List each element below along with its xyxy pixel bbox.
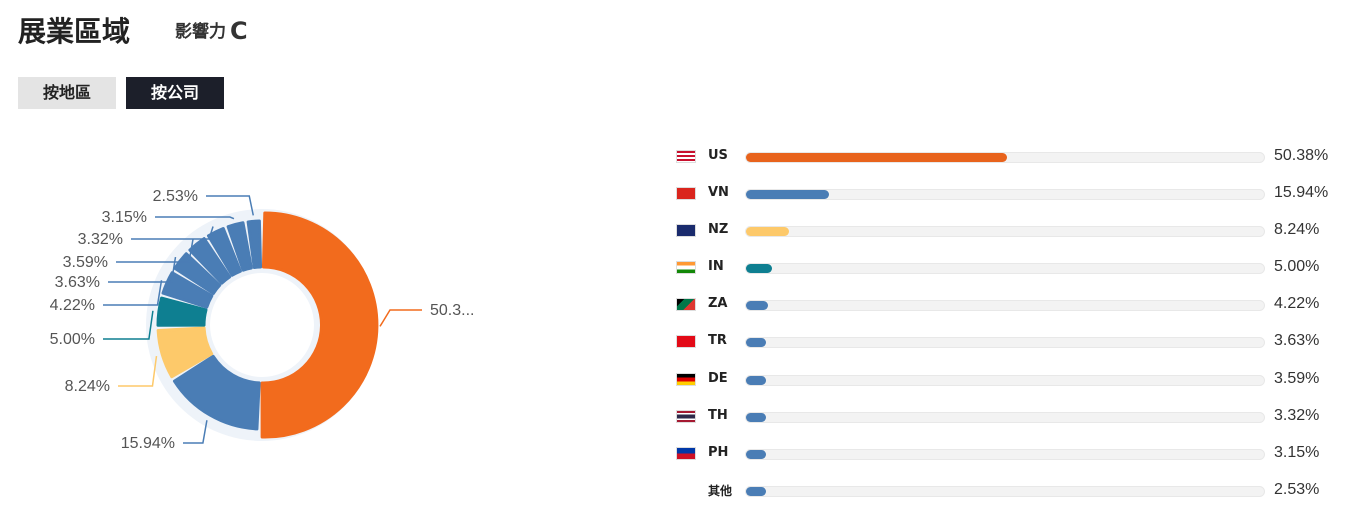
tab-by-region[interactable]: 按地區: [18, 77, 116, 109]
slice-label: 15.94%: [121, 435, 175, 452]
progress-fill: [746, 153, 1007, 162]
slice-label: 2.53%: [153, 188, 198, 205]
country-row-DE: DE 3.59%: [672, 370, 1352, 390]
country-row-NZ: NZ 8.24%: [672, 221, 1352, 241]
influence-grade: C: [230, 17, 248, 45]
donut-chart: 50.3... 15.94% 8.24% 5.00% 4.22% 3.63% 3.59% 3.…: [50, 188, 475, 452]
leader-line: [206, 195, 255, 216]
flag-za-icon: [676, 298, 696, 311]
flag-in-icon: [676, 261, 696, 274]
slice-label: 50.3...: [430, 302, 474, 319]
flag-vn-icon: [676, 187, 696, 200]
country-row-TH: TH 3.32%: [672, 407, 1352, 427]
country-code: ZA: [708, 296, 728, 311]
slice-label: 3.63%: [55, 274, 100, 291]
flag-th-icon: [676, 410, 696, 423]
donut-slice-US[interactable]: [260, 211, 379, 439]
donut-hole: [210, 273, 314, 377]
donut-slice-VN[interactable]: [172, 354, 261, 431]
donut-slice-TH[interactable]: [206, 226, 242, 277]
country-percent: 3.15%: [1274, 444, 1320, 461]
country-percent: 3.32%: [1274, 407, 1320, 424]
flag-de-icon: [676, 373, 696, 386]
donut-slice-PH[interactable]: [226, 221, 253, 272]
country-percent: 2.53%: [1274, 481, 1320, 498]
progress-track: [745, 263, 1265, 274]
country-percent: 4.22%: [1274, 295, 1320, 312]
donut-slice-IN[interactable]: [156, 296, 208, 327]
progress-track: [745, 152, 1265, 163]
donut-slice-NZ[interactable]: [156, 326, 214, 379]
page-title: 展業區域: [18, 15, 131, 48]
slice-label: 3.59%: [63, 254, 108, 271]
leader-line: [118, 355, 158, 387]
country-code: 其他: [708, 484, 733, 498]
country-percent: 3.63%: [1274, 332, 1320, 349]
country-row-IN: IN 5.00%: [672, 258, 1352, 278]
slice-label: 3.32%: [78, 231, 123, 248]
country-row-其他: 其他 2.53%: [672, 481, 1352, 501]
country-code: NZ: [708, 222, 729, 237]
donut-slice-其他[interactable]: [246, 219, 263, 270]
leader-line: [116, 239, 194, 263]
country-row-ZA: ZA 4.22%: [672, 295, 1352, 315]
influence-rating: 影響力 C: [175, 17, 248, 45]
country-code: US: [708, 148, 728, 163]
country-code: VN: [708, 185, 729, 200]
tab-by-company[interactable]: 按公司: [126, 77, 224, 109]
progress-track: [745, 486, 1265, 497]
progress-track: [745, 375, 1265, 386]
progress-fill: [746, 338, 766, 347]
slice-label: 8.24%: [65, 378, 110, 395]
progress-fill: [746, 376, 766, 385]
leader-line: [103, 280, 163, 306]
progress-fill: [746, 301, 768, 310]
country-row-VN: VN 15.94%: [672, 184, 1352, 204]
slice-label: 3.15%: [102, 209, 147, 226]
progress-fill: [746, 413, 766, 422]
progress-fill: [746, 264, 772, 273]
progress-track: [745, 300, 1265, 311]
leader-line: [108, 256, 177, 283]
country-row-TR: TR 3.63%: [672, 332, 1352, 352]
flag-nz-icon: [676, 224, 696, 237]
country-code: TH: [708, 408, 728, 423]
progress-fill: [746, 450, 766, 459]
country-row-PH: PH 3.15%: [672, 444, 1352, 464]
progress-track: [745, 189, 1265, 200]
country-percent: 15.94%: [1274, 184, 1329, 201]
influence-label: 影響力: [175, 22, 226, 42]
country-code: IN: [708, 259, 724, 274]
progress-fill: [746, 190, 829, 199]
flag-ph-icon: [676, 447, 696, 460]
leader-line: [379, 309, 422, 327]
progress-fill: [746, 227, 789, 236]
flag-tr-icon: [676, 335, 696, 348]
donut-slice-DE[interactable]: [188, 237, 232, 285]
progress-fill: [746, 487, 766, 496]
country-code: TR: [708, 333, 727, 348]
progress-track: [745, 449, 1265, 460]
progress-track: [745, 412, 1265, 423]
country-row-US: US 50.38%: [672, 147, 1352, 167]
country-code: DE: [708, 371, 728, 386]
leader-line: [183, 420, 208, 444]
country-percent: 5.00%: [1274, 258, 1320, 275]
leader-line: [103, 310, 154, 340]
country-code: PH: [708, 445, 729, 460]
progress-track: [745, 337, 1265, 348]
flag-us-icon: [676, 150, 696, 163]
country-percent: 50.38%: [1274, 147, 1329, 164]
progress-track: [745, 226, 1265, 237]
slice-label: 4.22%: [50, 297, 95, 314]
country-percent: 8.24%: [1274, 221, 1320, 238]
country-percent: 3.59%: [1274, 370, 1320, 387]
leader-line: [155, 216, 235, 220]
donut-slice-ZA[interactable]: [161, 271, 214, 309]
slice-label: 5.00%: [50, 331, 95, 348]
leader-line: [131, 226, 214, 240]
donut-slice-TR[interactable]: [173, 252, 222, 295]
